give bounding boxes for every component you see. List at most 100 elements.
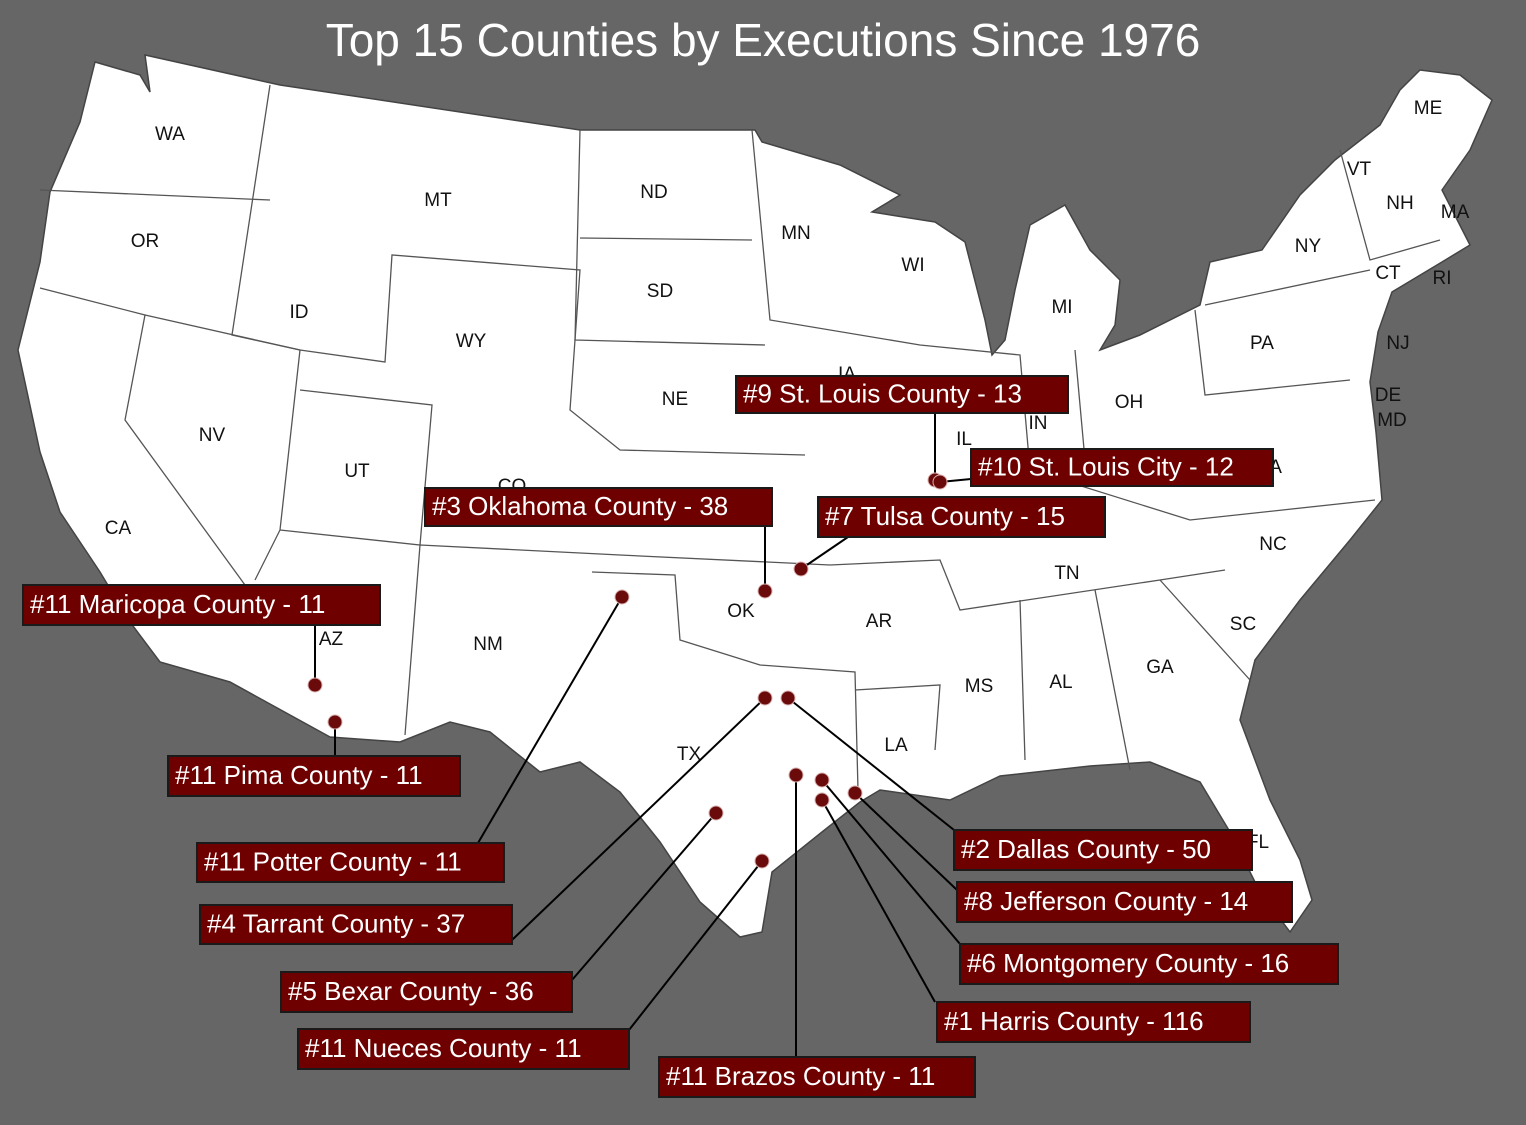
- state-label: MA: [1441, 202, 1470, 223]
- county-label: #6 Montgomery County - 16: [967, 948, 1289, 978]
- state-label: WY: [456, 331, 487, 352]
- state-label: WI: [901, 255, 924, 276]
- leader-line: [821, 779, 961, 945]
- leader-line: [800, 536, 849, 570]
- county-dot: [788, 767, 804, 783]
- county-label-box: [167, 755, 461, 797]
- state-label: VT: [1347, 159, 1372, 180]
- county-label-box: [936, 1001, 1251, 1043]
- state-label: GA: [1146, 657, 1174, 678]
- leader-line: [787, 697, 955, 831]
- state-label: IN: [1029, 413, 1048, 434]
- state-label: AR: [866, 611, 892, 632]
- county-dot: [708, 805, 724, 821]
- state-label: LA: [884, 735, 908, 756]
- county-label-box: [735, 375, 1069, 414]
- state-label: NV: [199, 425, 226, 446]
- state-border: [591, 571, 859, 791]
- state-label: TN: [1054, 563, 1079, 584]
- county-label: #11 Pima County - 11: [175, 760, 423, 790]
- state-label: AZ: [319, 629, 344, 650]
- state-label: CA: [105, 518, 132, 539]
- title: Top 15 Counties by Executions Since 1976: [326, 14, 1201, 66]
- state-label: MN: [781, 223, 811, 244]
- county-label: #7 Tulsa County - 15: [825, 501, 1065, 531]
- county-label-box: [196, 842, 505, 883]
- county-label-box: [658, 1056, 976, 1098]
- county-label-box: [22, 584, 381, 626]
- county-label-box: [959, 943, 1339, 985]
- state-label: NH: [1386, 193, 1413, 214]
- county-dot: [814, 772, 830, 788]
- county-label-box: [424, 487, 773, 527]
- county-label: #11 Brazos County - 11: [666, 1061, 935, 1091]
- state-border: [751, 129, 1376, 521]
- county-dot: [754, 853, 770, 869]
- state-label: PA: [1250, 333, 1274, 354]
- state-label: OK: [727, 601, 755, 622]
- county-dot: [757, 583, 773, 599]
- county-label: #11 Maricopa County - 11: [30, 589, 325, 619]
- county-label-box: [280, 971, 573, 1013]
- state-label: NE: [662, 389, 688, 410]
- state-label: ND: [640, 182, 667, 203]
- leader-line: [821, 799, 936, 1003]
- state-label: NC: [1259, 534, 1286, 555]
- leader-line: [854, 792, 958, 891]
- county-label: #5 Bexar County - 36: [288, 976, 534, 1006]
- state-border: [279, 389, 433, 546]
- state-label: NY: [1295, 236, 1322, 257]
- county-dot: [793, 561, 809, 577]
- county-label-box: [817, 496, 1106, 538]
- state-label: DE: [1375, 385, 1401, 406]
- county-label-box: [956, 881, 1293, 923]
- state-label: MD: [1377, 410, 1407, 431]
- state-border: [854, 579, 1251, 771]
- state-label: WA: [155, 124, 185, 145]
- state-borders: [39, 84, 1441, 791]
- state-border: [829, 559, 1226, 611]
- state-border: [144, 314, 301, 581]
- state-label: MS: [965, 676, 994, 697]
- county-dot: [614, 589, 630, 605]
- county-label-box: [970, 448, 1274, 487]
- state-label: ME: [1414, 98, 1443, 119]
- county-dot: [307, 677, 323, 693]
- county-label: #10 St. Louis City - 12: [978, 451, 1234, 481]
- county-label-box: [953, 829, 1253, 871]
- state-label: OR: [131, 231, 160, 252]
- county-label: #11 Nueces County - 11: [305, 1033, 582, 1063]
- county-dot: [780, 690, 796, 706]
- county-label: #4 Tarrant County - 37: [207, 908, 465, 938]
- state-label: NM: [473, 634, 503, 655]
- county-label-box: [199, 904, 513, 945]
- leader-line: [571, 812, 717, 981]
- leader-line: [477, 596, 623, 844]
- state-border: [39, 189, 271, 201]
- county-label: #11 Potter County - 11: [204, 846, 462, 876]
- state-label: NJ: [1386, 333, 1409, 354]
- county-dot: [932, 474, 948, 490]
- state-label: MT: [424, 190, 452, 211]
- county-dot: [327, 714, 343, 730]
- county-label: #8 Jefferson County - 14: [964, 886, 1248, 916]
- state-label: TX: [677, 744, 702, 765]
- state-border: [404, 544, 831, 736]
- county-dot: [757, 690, 773, 706]
- state-label: SD: [647, 281, 673, 302]
- county-label-box: [297, 1028, 630, 1070]
- state-label: CT: [1375, 263, 1401, 284]
- state-label: RI: [1433, 268, 1452, 289]
- leader-line: [628, 860, 763, 1031]
- state-label: SC: [1230, 614, 1256, 635]
- state-border: [39, 287, 246, 586]
- county-label: #9 St. Louis County - 13: [743, 378, 1022, 408]
- state-label: UT: [344, 461, 370, 482]
- state-label: MI: [1051, 297, 1072, 318]
- county-label: #3 Oklahoma County - 38: [432, 491, 728, 521]
- county-dot: [847, 785, 863, 801]
- state-border: [1074, 149, 1441, 461]
- state-label: IL: [956, 429, 972, 450]
- state-border: [569, 129, 806, 456]
- county-label: #2 Dallas County - 50: [961, 834, 1211, 864]
